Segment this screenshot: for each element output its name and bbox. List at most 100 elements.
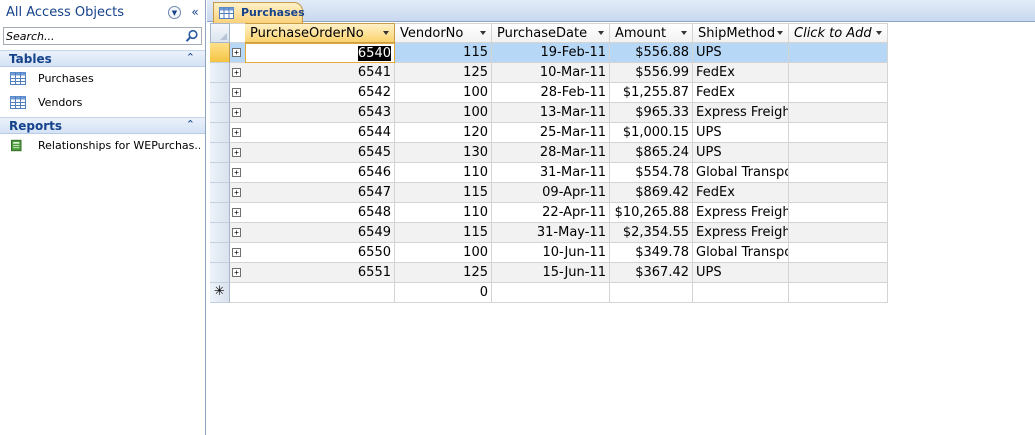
cell-amount[interactable]: $367.42 bbox=[610, 263, 693, 283]
cell-purchasedate[interactable]: 19-Feb-11 bbox=[492, 43, 610, 63]
nav-title[interactable]: All Access Objects bbox=[6, 5, 124, 20]
cell-amount[interactable]: $10,265.88 bbox=[610, 203, 693, 223]
column-header-purchaseorderno[interactable]: PurchaseOrderNo bbox=[245, 23, 395, 43]
cell-click-to-add[interactable] bbox=[789, 263, 888, 283]
select-all-button[interactable] bbox=[210, 23, 230, 43]
cell-amount[interactable]: $2,354.55 bbox=[610, 223, 693, 243]
cell-purchaseorderno[interactable]: 6549 bbox=[245, 223, 395, 243]
cell-shipmethod[interactable]: UPS bbox=[693, 143, 789, 163]
cell-purchasedate[interactable]: 31-Mar-11 bbox=[492, 163, 610, 183]
cell-purchaseorderno[interactable]: 6540 bbox=[245, 43, 395, 63]
cell-click-to-add[interactable] bbox=[789, 123, 888, 143]
cell-purchasedate[interactable]: 10-Jun-11 bbox=[492, 243, 610, 263]
expand-plus-icon[interactable]: + bbox=[232, 228, 241, 237]
cell-shipmethod[interactable]: FedEx bbox=[693, 63, 789, 83]
cell-purchasedate[interactable]: 09-Apr-11 bbox=[492, 183, 610, 203]
record-selector[interactable] bbox=[210, 263, 230, 283]
record-selector[interactable] bbox=[210, 103, 230, 123]
cell-vendorno[interactable]: 100 bbox=[395, 83, 492, 103]
cell-vendorno[interactable]: 100 bbox=[395, 243, 492, 263]
cell-amount[interactable]: $869.42 bbox=[610, 183, 693, 203]
cell-shipmethod[interactable]: UPS bbox=[693, 263, 789, 283]
expand-plus-icon[interactable]: + bbox=[232, 208, 241, 217]
collapse-chevron-icon[interactable]: ⌃ bbox=[185, 118, 195, 131]
record-selector[interactable] bbox=[210, 83, 230, 103]
cell-click-to-add[interactable] bbox=[789, 243, 888, 263]
cell-purchasedate[interactable]: 15-Jun-11 bbox=[492, 263, 610, 283]
new-cell-amount[interactable] bbox=[610, 283, 693, 303]
record-selector[interactable] bbox=[210, 243, 230, 263]
cell-vendorno[interactable]: 115 bbox=[395, 223, 492, 243]
cell-purchasedate[interactable]: 13-Mar-11 bbox=[492, 103, 610, 123]
cell-click-to-add[interactable] bbox=[789, 103, 888, 123]
column-header-purchasedate[interactable]: PurchaseDate bbox=[492, 23, 610, 43]
cell-click-to-add[interactable] bbox=[789, 83, 888, 103]
expand-plus-icon[interactable]: + bbox=[232, 168, 241, 177]
cell-shipmethod[interactable]: UPS bbox=[693, 123, 789, 143]
nav-group-tables[interactable]: Tables ⌃ bbox=[0, 50, 205, 67]
expand-plus-icon[interactable]: + bbox=[232, 88, 241, 97]
cell-purchaseorderno[interactable]: 6550 bbox=[245, 243, 395, 263]
new-cell-shipmethod[interactable] bbox=[693, 283, 789, 303]
cell-purchaseorderno[interactable]: 6546 bbox=[245, 163, 395, 183]
cell-click-to-add[interactable] bbox=[789, 43, 888, 63]
cell-shipmethod[interactable]: Global Transport bbox=[693, 163, 789, 183]
new-cell-click-to-add[interactable] bbox=[789, 283, 888, 303]
cell-purchaseorderno[interactable]: 6551 bbox=[245, 263, 395, 283]
cell-vendorno[interactable]: 110 bbox=[395, 163, 492, 183]
cell-purchasedate[interactable]: 28-Feb-11 bbox=[492, 83, 610, 103]
nav-search-input[interactable] bbox=[4, 28, 184, 44]
cell-vendorno[interactable]: 100 bbox=[395, 103, 492, 123]
cell-shipmethod[interactable]: Express Freight bbox=[693, 103, 789, 123]
record-selector[interactable] bbox=[210, 163, 230, 183]
cell-amount[interactable]: $865.24 bbox=[610, 143, 693, 163]
nav-item-vendors-table[interactable]: Vendors bbox=[0, 91, 205, 115]
cell-purchasedate[interactable]: 25-Mar-11 bbox=[492, 123, 610, 143]
expand-plus-icon[interactable]: + bbox=[232, 128, 241, 137]
cell-purchaseorderno[interactable]: 6544 bbox=[245, 123, 395, 143]
cell-amount[interactable]: $556.88 bbox=[610, 43, 693, 63]
cell-vendorno[interactable]: 115 bbox=[395, 183, 492, 203]
column-filter-dropdown-icon[interactable] bbox=[777, 31, 783, 35]
cell-shipmethod[interactable]: Global Transport bbox=[693, 243, 789, 263]
cell-amount[interactable]: $965.33 bbox=[610, 103, 693, 123]
cell-click-to-add[interactable] bbox=[789, 183, 888, 203]
cell-amount[interactable]: $1,000.15 bbox=[610, 123, 693, 143]
record-selector[interactable] bbox=[210, 223, 230, 243]
expand-plus-icon[interactable]: + bbox=[232, 188, 241, 197]
column-filter-dropdown-icon[interactable] bbox=[876, 31, 882, 35]
expand-plus-icon[interactable]: + bbox=[232, 48, 241, 57]
cell-amount[interactable]: $556.99 bbox=[610, 63, 693, 83]
column-filter-dropdown-icon[interactable] bbox=[480, 31, 486, 35]
cell-click-to-add[interactable] bbox=[789, 223, 888, 243]
new-cell-purchaseorderno[interactable] bbox=[245, 283, 395, 303]
collapse-chevron-icon[interactable]: ⌃ bbox=[185, 51, 195, 64]
cell-shipmethod[interactable]: FedEx bbox=[693, 183, 789, 203]
cell-purchaseorderno[interactable]: 6541 bbox=[245, 63, 395, 83]
cell-click-to-add[interactable] bbox=[789, 63, 888, 83]
cell-shipmethod[interactable]: Express Freight bbox=[693, 203, 789, 223]
record-selector[interactable] bbox=[210, 63, 230, 83]
shutter-bar-collapse-icon[interactable]: « bbox=[191, 5, 199, 19]
expand-plus-icon[interactable]: + bbox=[232, 68, 241, 77]
nav-group-reports[interactable]: Reports ⌃ bbox=[0, 117, 205, 134]
column-filter-dropdown-icon[interactable] bbox=[598, 31, 604, 35]
expand-plus-icon[interactable]: + bbox=[232, 108, 241, 117]
cell-vendorno[interactable]: 120 bbox=[395, 123, 492, 143]
expand-plus-icon[interactable]: + bbox=[232, 248, 241, 257]
column-header-amount[interactable]: Amount bbox=[610, 23, 693, 43]
nav-menu-dropdown-icon[interactable]: ▼ bbox=[168, 6, 181, 19]
record-selector[interactable] bbox=[210, 43, 230, 63]
cell-vendorno[interactable]: 130 bbox=[395, 143, 492, 163]
cell-amount[interactable]: $349.78 bbox=[610, 243, 693, 263]
column-header-shipmethod[interactable]: ShipMethod bbox=[693, 23, 789, 43]
cell-vendorno[interactable]: 125 bbox=[395, 63, 492, 83]
nav-item-relationships-report[interactable]: Relationships for WEPurchas... bbox=[0, 134, 205, 158]
new-cell-purchasedate[interactable] bbox=[492, 283, 610, 303]
cell-shipmethod[interactable]: Express Freight bbox=[693, 223, 789, 243]
column-filter-dropdown-icon[interactable] bbox=[383, 31, 389, 35]
cell-amount[interactable]: $554.78 bbox=[610, 163, 693, 183]
record-selector[interactable] bbox=[210, 183, 230, 203]
record-selector[interactable] bbox=[210, 123, 230, 143]
expand-plus-icon[interactable]: + bbox=[232, 148, 241, 157]
